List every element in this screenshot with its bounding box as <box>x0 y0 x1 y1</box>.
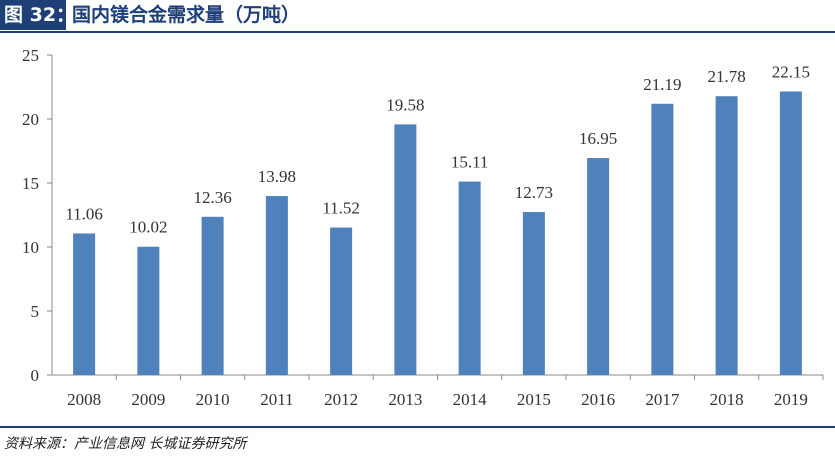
x-tick-label: 2012 <box>324 390 358 409</box>
y-tick-label: 25 <box>22 46 39 65</box>
data-label: 16.95 <box>579 129 617 148</box>
data-label: 10.02 <box>129 218 167 237</box>
data-label: 21.78 <box>708 67 746 86</box>
data-label: 12.36 <box>194 188 232 207</box>
bar <box>265 196 288 375</box>
bar <box>651 103 674 375</box>
bar <box>201 216 224 375</box>
x-tick-label: 2015 <box>517 390 551 409</box>
y-tick-label: 10 <box>22 238 39 257</box>
bar <box>394 124 417 375</box>
data-label: 11.52 <box>322 199 360 218</box>
bar <box>458 181 481 375</box>
x-axis: 2008 2009 2010 2011 2012 2013 2014 2015 2016 2017… <box>52 374 824 409</box>
y-tick-label: 0 <box>31 366 40 385</box>
x-tick-label: 2019 <box>774 390 808 409</box>
x-tick-label: 2018 <box>710 390 744 409</box>
x-tick-label: 2017 <box>645 390 680 409</box>
bars <box>73 91 802 375</box>
y-tick-label: 15 <box>22 174 39 193</box>
data-label: 13.98 <box>258 167 296 186</box>
x-tick-label: 2009 <box>131 390 165 409</box>
bar <box>330 227 353 375</box>
data-label: 15.11 <box>451 153 489 172</box>
bar <box>73 233 96 375</box>
chart-title: 国内镁合金需求量（万吨） <box>72 4 301 26</box>
data-label: 22.15 <box>772 62 810 81</box>
bar <box>715 96 738 375</box>
bar <box>587 158 610 375</box>
bar <box>137 246 160 375</box>
data-label: 12.73 <box>515 183 553 202</box>
bar <box>779 91 802 375</box>
x-tick-label: 2016 <box>581 390 615 409</box>
data-label: 19.58 <box>386 95 424 114</box>
x-tick-label: 2011 <box>260 390 293 409</box>
data-labels: 11.06 10.02 12.36 13.98 11.52 19.58 15.11 12.73… <box>65 62 810 236</box>
x-tick-label: 2008 <box>67 390 101 409</box>
y-tick-label: 5 <box>31 302 40 321</box>
data-label: 21.19 <box>643 75 681 94</box>
source-note: 资料来源：产业信息网 长城证券研究所 <box>4 436 247 452</box>
y-tick-label: 20 <box>22 110 39 129</box>
figure-header: 图 32： 国内镁合金需求量（万吨） <box>0 0 835 30</box>
bar <box>522 212 545 375</box>
figure-label: 图 32： <box>0 0 75 30</box>
data-label: 11.06 <box>65 204 103 223</box>
x-tick-label: 2013 <box>388 390 422 409</box>
x-tick-label: 2010 <box>196 390 230 409</box>
header-divider <box>0 31 835 33</box>
y-axis: 0 5 10 15 20 25 <box>22 46 53 385</box>
footer-divider <box>0 426 835 428</box>
x-tick-label: 2014 <box>453 390 488 409</box>
